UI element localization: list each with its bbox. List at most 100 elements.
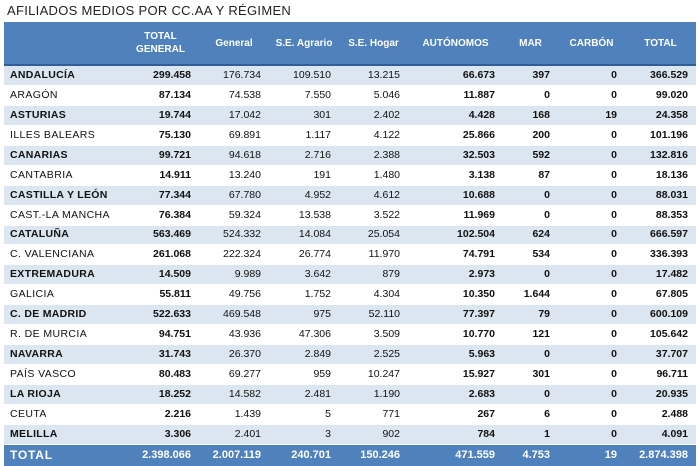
- carbon-cell: 0: [558, 404, 625, 425]
- se-hogar-cell: 3.522: [339, 205, 408, 226]
- column-header-autonomos: AUTÓNOMOS: [408, 22, 503, 66]
- carbon-cell: 0: [558, 364, 625, 385]
- carbon-cell: 0: [558, 205, 625, 226]
- autonomos-cell: 11.887: [408, 85, 503, 106]
- se-hogar-cell: 771: [339, 404, 408, 425]
- table-row: ANDALUCÍA 299.458 176.734 109.510 13.215 66.6…: [4, 65, 696, 86]
- total-cell: 4.753: [503, 443, 558, 466]
- total-cell: 471.559: [408, 443, 503, 466]
- se-hogar-cell: 902: [339, 424, 408, 445]
- autonomos-cell: 10.770: [408, 324, 503, 346]
- se-hogar-cell: 25.054: [339, 225, 408, 246]
- carbon-cell: 0: [558, 384, 625, 405]
- total-general-cell: 77.344: [122, 185, 199, 206]
- autonomos-cell: 10.350: [408, 284, 503, 306]
- mar-cell: 200: [503, 125, 558, 146]
- mar-cell: 1.644: [503, 284, 558, 306]
- total-cell: 99.020: [625, 85, 696, 106]
- region-name: C. DE MADRID: [4, 304, 122, 326]
- general-cell: 43.936: [199, 324, 269, 346]
- total-cell: 18.136: [625, 165, 696, 186]
- total-cell: 2.398.066: [122, 443, 199, 466]
- total-cell: 4.091: [625, 424, 696, 445]
- se-agrario-cell: 1.117: [269, 125, 339, 146]
- table-row: CEUTA 2.216 1.439 5 771 267 6 0 2.488: [4, 404, 696, 425]
- autonomos-cell: 4.428: [408, 105, 503, 126]
- table-row: ARAGÓN 87.134 74.538 7.550 5.046 11.887 0 0 99.0…: [4, 85, 696, 106]
- total-general-cell: 19.744: [122, 105, 199, 126]
- autonomos-cell: 784: [408, 424, 503, 445]
- total-general-cell: 522.633: [122, 304, 199, 326]
- carbon-cell: 0: [558, 284, 625, 306]
- total-general-cell: 3.306: [122, 424, 199, 445]
- mar-cell: 0: [503, 264, 558, 286]
- region-name: CANTABRIA: [4, 165, 122, 186]
- column-header-mar: MAR: [503, 22, 558, 66]
- se-agrario-cell: 4.952: [269, 185, 339, 206]
- se-hogar-cell: 52.110: [339, 304, 408, 326]
- table-row: CASTILLA Y LEÓN 77.344 67.780 4.952 4.612 10.…: [4, 185, 696, 206]
- column-header-total-general: TOTAL GENERAL: [122, 22, 199, 66]
- se-hogar-cell: 13.215: [339, 65, 408, 86]
- se-agrario-cell: 301: [269, 105, 339, 126]
- column-header-se-hogar: S.E. Hogar: [339, 22, 408, 66]
- total-cell: 336.393: [625, 244, 696, 266]
- autonomos-cell: 15.927: [408, 364, 503, 385]
- autonomos-cell: 102.504: [408, 225, 503, 246]
- se-agrario-cell: 1.752: [269, 284, 339, 306]
- total-general-cell: 55.811: [122, 284, 199, 306]
- total-cell: 132.816: [625, 145, 696, 166]
- total-general-cell: 75.130: [122, 125, 199, 146]
- se-hogar-cell: 1.480: [339, 165, 408, 186]
- mar-cell: 121: [503, 324, 558, 346]
- total-general-cell: 99.721: [122, 145, 199, 166]
- autonomos-cell: 77.397: [408, 304, 503, 326]
- column-header-general: General: [199, 22, 269, 66]
- column-header-region: [4, 22, 122, 66]
- general-cell: 469.548: [199, 304, 269, 326]
- se-agrario-cell: 959: [269, 364, 339, 385]
- carbon-cell: 0: [558, 185, 625, 206]
- se-hogar-cell: 2.402: [339, 105, 408, 126]
- carbon-cell: 0: [558, 85, 625, 106]
- mar-cell: 6: [503, 404, 558, 425]
- carbon-cell: 19: [558, 105, 625, 126]
- se-hogar-cell: 4.122: [339, 125, 408, 146]
- general-cell: 69.891: [199, 125, 269, 146]
- table-row: C. VALENCIANA 261.068 222.324 26.774 11.970 7…: [4, 244, 696, 266]
- region-name: C. VALENCIANA: [4, 244, 122, 266]
- se-hogar-cell: 11.970: [339, 244, 408, 266]
- total-general-cell: 87.134: [122, 85, 199, 106]
- general-cell: 17.042: [199, 105, 269, 126]
- table-row: CANARIAS 99.721 94.618 2.716 2.388 32.503 592 0…: [4, 145, 696, 166]
- affiliates-table: TOTAL GENERAL General S.E. Agrario S.E. …: [4, 22, 696, 466]
- total-cell: 240.701: [269, 443, 339, 466]
- se-hogar-cell: 879: [339, 264, 408, 286]
- autonomos-cell: 25.866: [408, 125, 503, 146]
- total-general-cell: 18.252: [122, 384, 199, 405]
- region-name: LA RIOJA: [4, 384, 122, 405]
- mar-cell: 0: [503, 205, 558, 226]
- general-cell: 524.332: [199, 225, 269, 246]
- table-row: GALICIA 55.811 49.756 1.752 4.304 10.350 1.644…: [4, 284, 696, 306]
- total-row-label: TOTAL: [4, 443, 122, 466]
- table-row: C. DE MADRID 522.633 469.548 975 52.110 77.39…: [4, 304, 696, 326]
- mar-cell: 87: [503, 165, 558, 186]
- carbon-cell: 0: [558, 165, 625, 186]
- total-general-cell: 76.384: [122, 205, 199, 226]
- header-row: TOTAL GENERAL General S.E. Agrario S.E. …: [4, 22, 696, 66]
- se-agrario-cell: 47.306: [269, 324, 339, 346]
- general-cell: 1.439: [199, 404, 269, 425]
- table-row: MELILLA 3.306 2.401 3 902 784 1 0 4.091: [4, 424, 696, 445]
- total-cell: 67.805: [625, 284, 696, 306]
- general-cell: 176.734: [199, 65, 269, 86]
- total-cell: 88.031: [625, 185, 696, 206]
- carbon-cell: 0: [558, 424, 625, 445]
- mar-cell: 0: [503, 185, 558, 206]
- general-cell: 94.618: [199, 145, 269, 166]
- se-agrario-cell: 14.084: [269, 225, 339, 246]
- mar-cell: 592: [503, 145, 558, 166]
- se-agrario-cell: 109.510: [269, 65, 339, 86]
- mar-cell: 0: [503, 384, 558, 405]
- autonomos-cell: 2.683: [408, 384, 503, 405]
